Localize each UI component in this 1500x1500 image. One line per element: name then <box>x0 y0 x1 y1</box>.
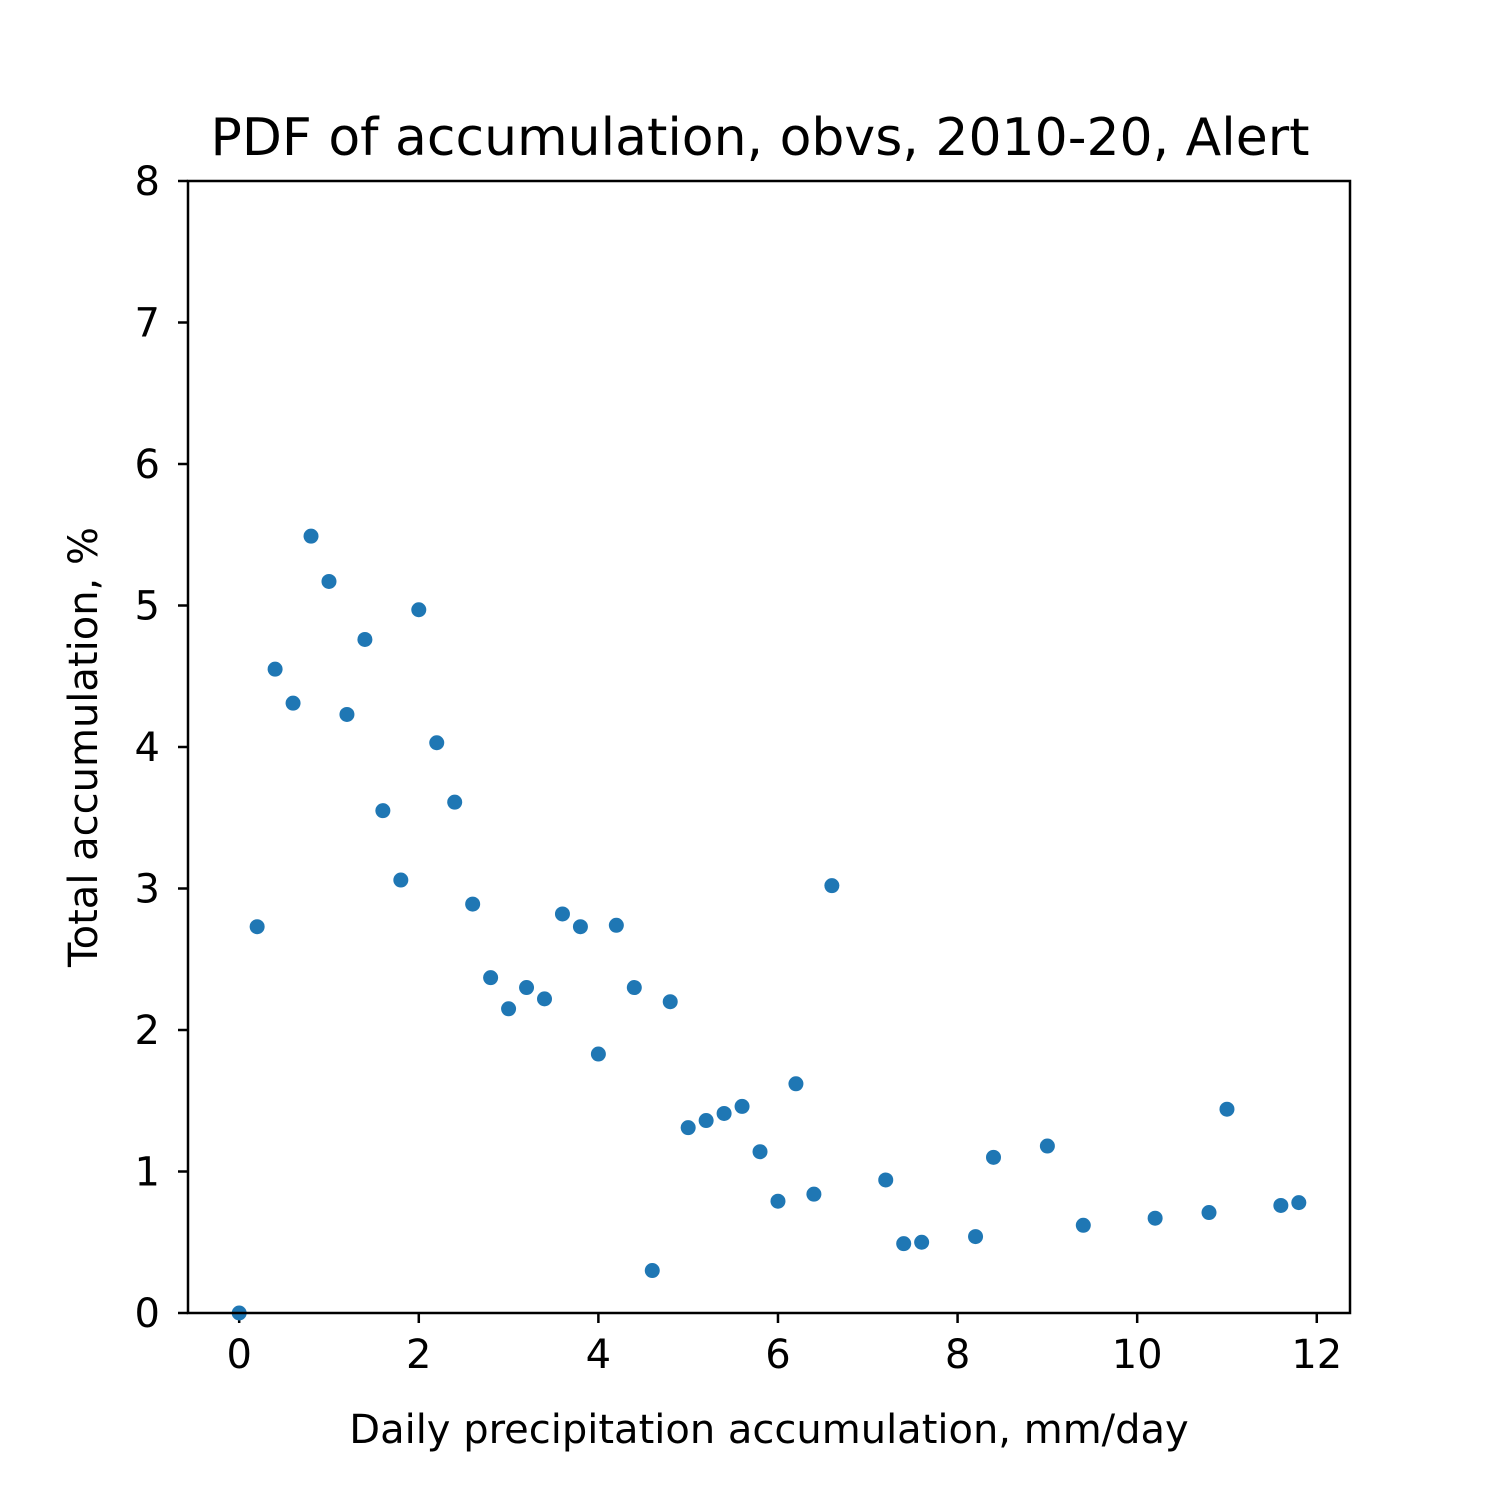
y-tick-label: 6 <box>135 442 160 488</box>
y-tick-label: 8 <box>135 159 160 205</box>
data-point <box>716 1105 732 1121</box>
y-tick-label: 5 <box>135 584 160 630</box>
data-point <box>662 994 678 1010</box>
x-axis-label: Daily precipitation accumulation, mm/day <box>349 1407 1188 1453</box>
y-tick-label: 4 <box>135 725 160 771</box>
x-tick-label: 10 <box>1112 1332 1163 1378</box>
scatter-points <box>231 528 1307 1321</box>
data-point <box>985 1149 1001 1165</box>
data-point <box>734 1098 750 1114</box>
data-point <box>339 706 355 722</box>
data-point <box>1075 1217 1091 1233</box>
y-axis-ticks: 0 1 2 3 4 5 6 7 8 <box>135 159 188 1337</box>
x-tick-label: 12 <box>1291 1332 1342 1378</box>
data-point <box>321 573 337 589</box>
y-axis-label: Total accumulation, % <box>61 527 107 968</box>
x-tick-label: 0 <box>226 1332 251 1378</box>
data-point <box>1039 1138 1055 1154</box>
data-point <box>554 906 570 922</box>
data-point <box>537 991 553 1007</box>
data-point <box>824 878 840 894</box>
data-point <box>1201 1205 1217 1221</box>
data-point <box>698 1113 714 1129</box>
x-axis-ticks: 0 2 4 6 8 10 12 <box>226 1313 1342 1378</box>
y-tick-label: 0 <box>135 1291 160 1337</box>
data-point <box>375 803 391 819</box>
data-point <box>968 1229 984 1245</box>
data-point <box>590 1046 606 1062</box>
data-point <box>770 1193 786 1209</box>
x-tick-label: 6 <box>765 1332 790 1378</box>
data-point <box>680 1120 696 1136</box>
data-point <box>626 980 642 996</box>
data-point <box>1219 1101 1235 1117</box>
y-tick-label: 2 <box>135 1008 160 1054</box>
data-point <box>285 695 301 711</box>
data-point <box>788 1076 804 1092</box>
data-point <box>303 528 319 544</box>
y-tick-label: 1 <box>135 1150 160 1196</box>
y-tick-label: 3 <box>135 867 160 913</box>
y-tick-label: 7 <box>135 301 160 347</box>
data-point <box>519 980 535 996</box>
data-point <box>249 919 265 935</box>
data-point <box>267 661 283 677</box>
x-tick-label: 4 <box>586 1332 611 1378</box>
data-point <box>429 735 445 751</box>
chart-title: PDF of accumulation, obvs, 2010-20, Aler… <box>211 108 1310 168</box>
data-point <box>752 1144 768 1160</box>
data-point <box>644 1263 660 1279</box>
data-point <box>483 970 499 986</box>
data-point <box>357 631 373 647</box>
data-point <box>878 1172 894 1188</box>
data-point <box>501 1001 517 1017</box>
data-point <box>608 917 624 933</box>
data-point <box>1273 1197 1289 1213</box>
data-point <box>411 602 427 618</box>
x-tick-label: 8 <box>945 1332 970 1378</box>
data-point <box>1147 1210 1163 1226</box>
data-point <box>572 919 588 935</box>
data-point <box>1291 1195 1307 1211</box>
data-point <box>896 1236 912 1252</box>
data-point <box>465 896 481 912</box>
data-point <box>914 1234 930 1250</box>
x-tick-label: 2 <box>406 1332 431 1378</box>
plot-frame <box>186 179 1352 1315</box>
data-point <box>393 872 409 888</box>
data-point <box>447 794 463 810</box>
data-point <box>806 1186 822 1202</box>
